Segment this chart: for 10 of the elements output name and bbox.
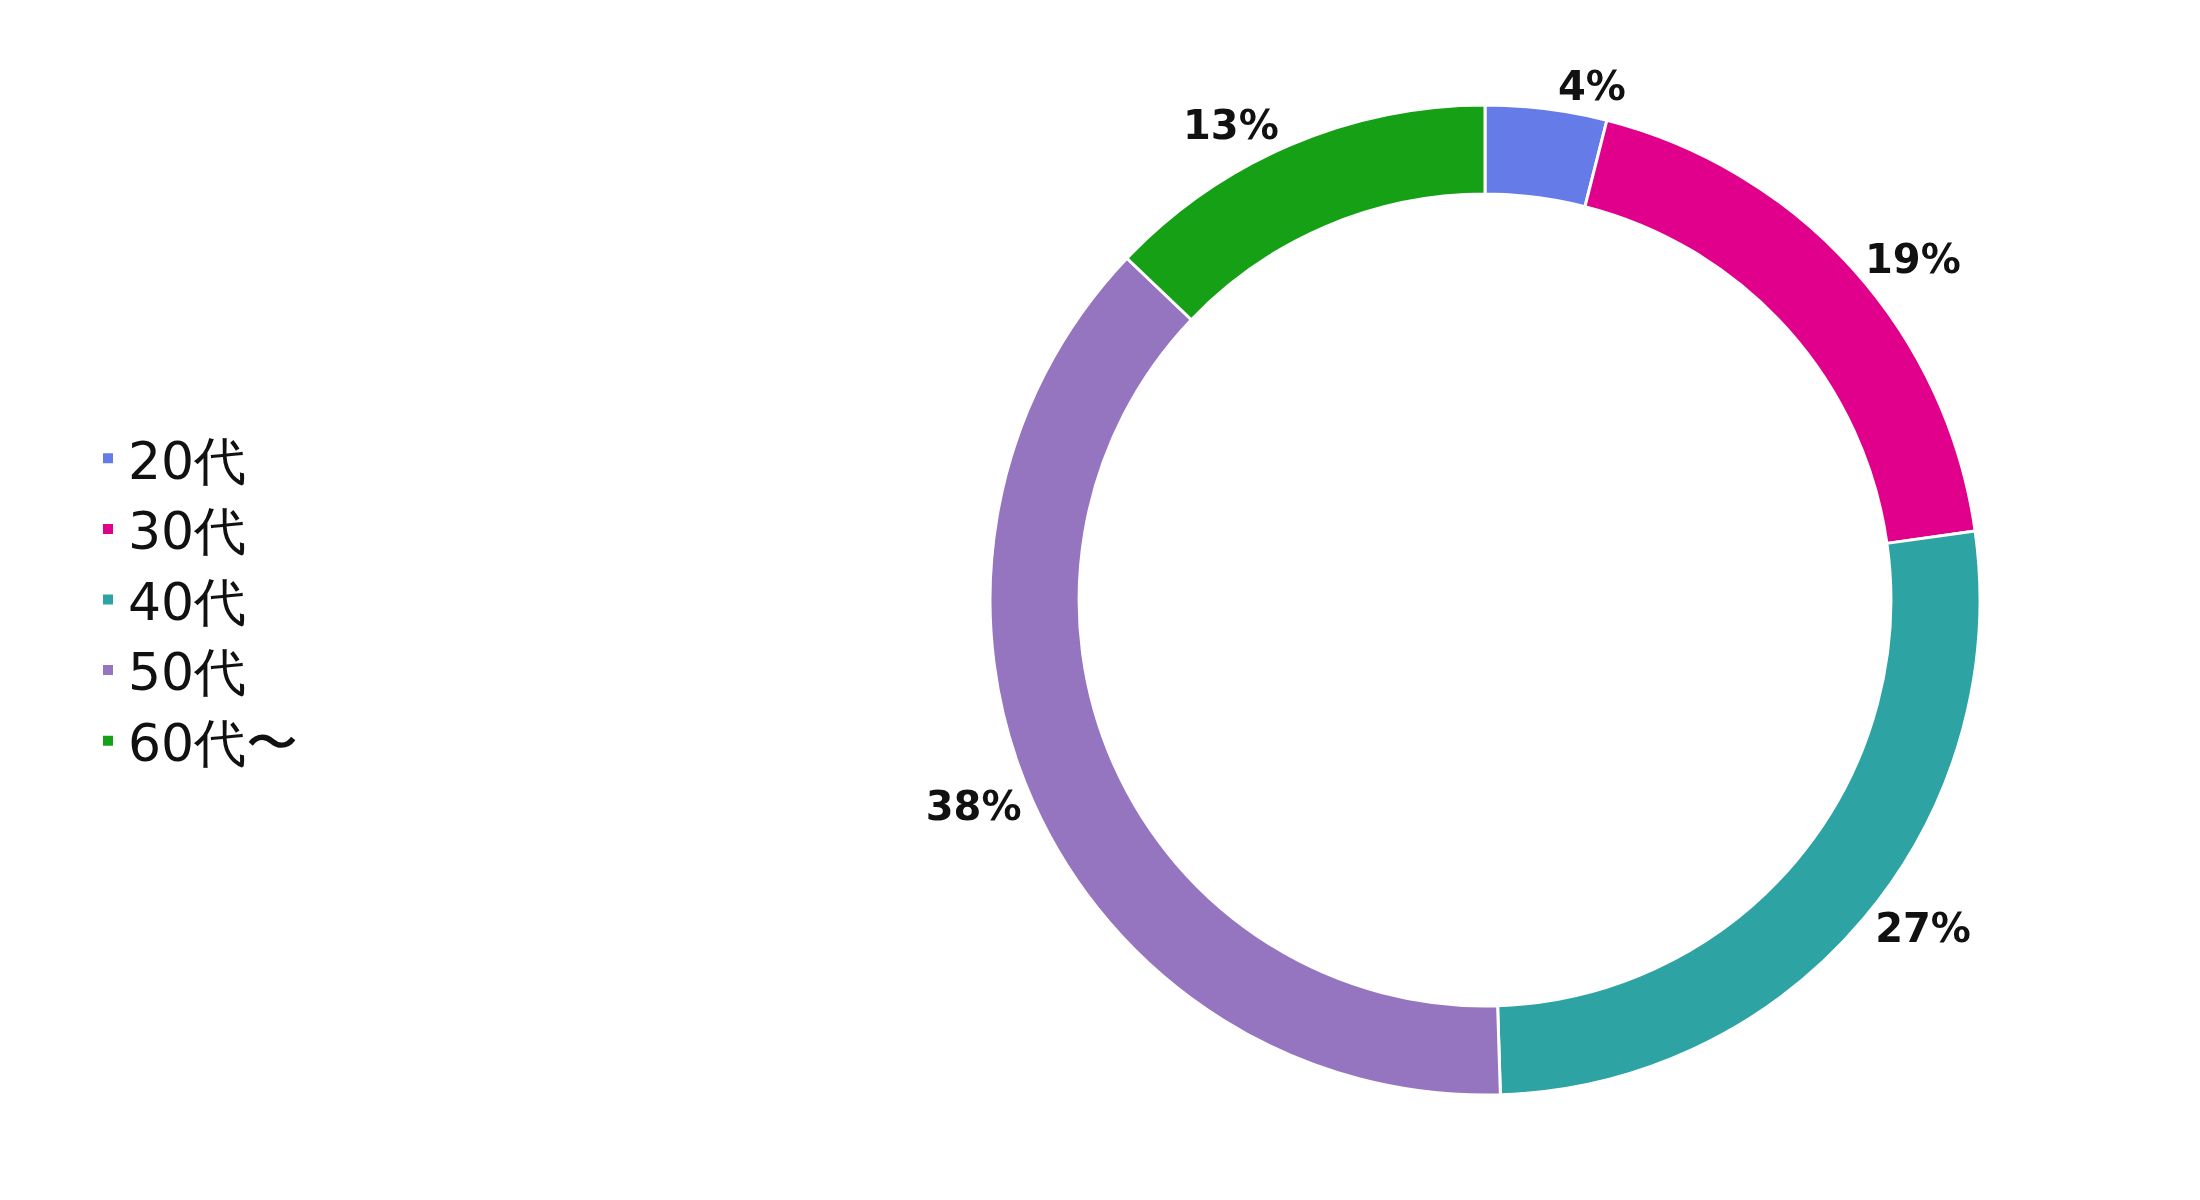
data-label: 13% bbox=[1183, 102, 1279, 149]
data-label: 19% bbox=[1865, 236, 1961, 283]
legend-label: 60代〜 bbox=[128, 712, 299, 773]
legend-label: 30代 bbox=[128, 501, 247, 562]
legend-label: 20代 bbox=[128, 430, 247, 491]
data-label: 27% bbox=[1875, 905, 1971, 952]
data-label: 38% bbox=[925, 782, 1022, 829]
data-label: 4% bbox=[1557, 63, 1626, 110]
legend-label: 40代 bbox=[128, 571, 247, 632]
legend-label: 50代 bbox=[128, 642, 247, 703]
